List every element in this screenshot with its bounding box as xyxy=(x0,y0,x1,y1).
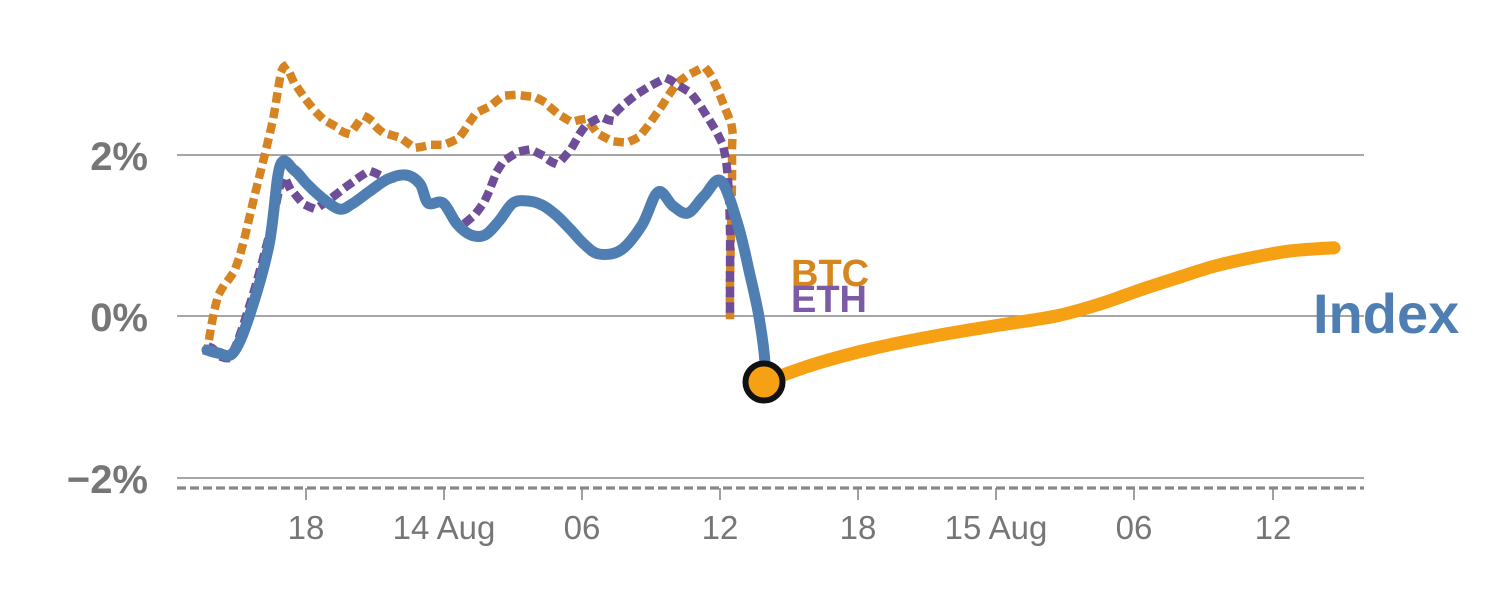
svg-text:14 Aug: 14 Aug xyxy=(393,509,496,546)
svg-text:0%: 0% xyxy=(90,296,148,340)
svg-text:2%: 2% xyxy=(90,135,148,179)
svg-text:18: 18 xyxy=(840,509,877,546)
svg-text:12: 12 xyxy=(1255,509,1292,546)
svg-text:06: 06 xyxy=(1116,509,1153,546)
svg-text:18: 18 xyxy=(288,509,325,546)
svg-text:ETH: ETH xyxy=(791,279,867,321)
svg-text:−2%: −2% xyxy=(67,458,148,502)
svg-text:Index: Index xyxy=(1313,282,1459,345)
svg-text:15 Aug: 15 Aug xyxy=(945,509,1048,546)
svg-text:12: 12 xyxy=(702,509,739,546)
svg-text:06: 06 xyxy=(564,509,601,546)
